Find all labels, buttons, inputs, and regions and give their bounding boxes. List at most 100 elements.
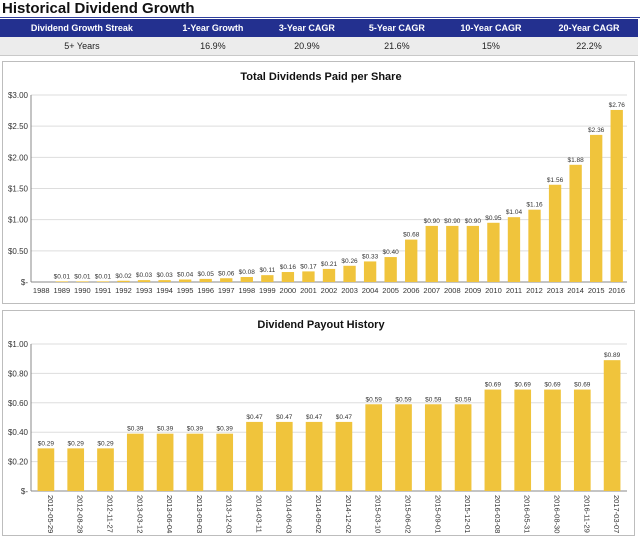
bar	[305, 421, 323, 491]
header-10-year-cagr: 10-Year CAGR	[441, 19, 540, 37]
x-tick-label: 2014-09-02	[314, 495, 323, 533]
bar	[126, 433, 144, 491]
bar	[507, 217, 521, 282]
data-label: $0.02	[115, 273, 132, 280]
value-5-year-cagr: 21.6%	[351, 37, 442, 56]
x-tick-label: 1995	[177, 286, 194, 295]
bar	[156, 433, 174, 491]
data-label: $0.01	[74, 273, 91, 280]
x-tick-label: 2008	[444, 286, 461, 295]
x-tick-label: 2004	[362, 286, 379, 295]
bar	[395, 404, 412, 491]
x-tick-label: 2015-12-01	[463, 495, 472, 533]
x-tick-label: 2014-03-11	[255, 495, 264, 533]
x-tick-label: 2014-06-03	[284, 495, 293, 533]
data-label: $0.39	[217, 426, 234, 433]
page-title: Historical Dividend Growth	[2, 0, 195, 17]
data-label: $0.39	[127, 426, 144, 433]
data-label: $0.47	[336, 414, 353, 421]
x-tick-label: 2002	[321, 286, 338, 295]
bar	[97, 448, 114, 491]
total-dividends-chart-panel: Total Dividends Paid per Share $- $0.50 $1…	[2, 61, 635, 304]
bar	[363, 261, 377, 282]
x-tick-label: 2011	[506, 286, 522, 295]
bar	[302, 271, 315, 282]
bar	[246, 421, 263, 491]
value-10-year-cagr: 15%	[441, 37, 540, 56]
data-label: $1.56	[547, 177, 564, 184]
payout-history-chart: Dividend Payout History $- $0.20 $0.40 $0.6…	[8, 319, 627, 533]
total-dividends-chart: Total Dividends Paid per Share $- $0.50 $1…	[8, 71, 627, 295]
data-label: $0.04	[177, 272, 194, 279]
bar	[573, 389, 591, 491]
data-label: $0.95	[485, 215, 502, 222]
data-label: $0.01	[95, 273, 112, 280]
y-tick-label: $-	[21, 487, 28, 496]
x-tick-label: 2009	[465, 286, 482, 295]
dividend-growth-table: Dividend Growth Streak 1-Year Growth 3-Y…	[0, 19, 638, 56]
value-growth-streak: 5+ Years	[0, 37, 164, 56]
data-label: $0.59	[395, 396, 412, 403]
header-5-year-cagr: 5-Year CAGR	[351, 19, 442, 37]
bar	[199, 278, 212, 282]
data-label: $1.16	[526, 202, 543, 209]
x-tick-label: 1998	[238, 286, 255, 295]
x-tick-label: 1993	[136, 286, 153, 295]
bar	[67, 448, 85, 491]
bar	[528, 209, 541, 282]
title-divider	[0, 17, 640, 18]
bar	[186, 433, 204, 491]
data-label: $0.68	[403, 232, 420, 239]
x-tick-label: 2015-06-02	[404, 495, 413, 533]
bar	[335, 421, 353, 491]
bar	[55, 281, 68, 282]
bar	[610, 109, 623, 283]
x-tick-label: 1988	[33, 286, 50, 295]
data-label: $0.69	[574, 382, 591, 389]
x-tick-label: 1989	[53, 286, 70, 295]
data-label: $2.36	[588, 127, 605, 134]
x-tick-label: 2014	[567, 286, 584, 295]
bar	[405, 239, 418, 282]
y-tick-label: $0.20	[8, 458, 29, 467]
x-tick-label: 2013	[547, 286, 564, 295]
x-tick-label: 2006	[403, 286, 420, 295]
y-tick-label: $0.50	[8, 247, 29, 256]
data-label: $0.03	[136, 272, 153, 279]
data-label: $0.90	[444, 218, 461, 225]
x-tick-label: 2013-09-03	[195, 495, 204, 533]
data-label: $0.03	[156, 272, 173, 279]
x-tick-label: 2016	[608, 286, 625, 295]
bar	[220, 278, 233, 282]
x-tick-label: 2016-11-29	[582, 495, 591, 533]
data-label: $0.16	[280, 264, 297, 271]
x-tick-label: 2012-08-28	[76, 495, 85, 533]
y-tick-label: $2.00	[8, 153, 29, 162]
x-tick-label: 2010	[485, 286, 502, 295]
x-tick-label: 2012-05-29	[46, 495, 55, 533]
bar	[487, 222, 500, 282]
value-20-year-cagr: 22.2%	[539, 37, 638, 56]
bar	[37, 448, 55, 491]
x-tick-label: 2000	[280, 286, 297, 295]
data-label: $0.29	[97, 440, 114, 447]
data-label: $0.59	[425, 396, 442, 403]
x-tick-label: 2017-03-07	[612, 495, 621, 533]
data-label: $0.47	[246, 414, 263, 421]
header-1-year-growth: 1-Year Growth	[163, 19, 262, 37]
x-tick-label: 2014-12-02	[344, 495, 353, 533]
data-label: $0.11	[259, 267, 275, 274]
data-label: $0.59	[455, 396, 472, 403]
x-tick-label: 2003	[341, 286, 358, 295]
bar	[548, 184, 562, 282]
data-label: $0.33	[362, 253, 379, 260]
bar	[425, 225, 438, 282]
data-label: $0.39	[187, 426, 204, 433]
bar	[569, 164, 582, 282]
bar	[446, 225, 459, 282]
x-tick-label: 1994	[156, 286, 173, 295]
x-tick-label: 1999	[259, 286, 276, 295]
data-label: $0.29	[68, 440, 85, 447]
header-growth-streak: Dividend Growth Streak	[0, 19, 164, 37]
data-label: $0.05	[198, 271, 215, 278]
